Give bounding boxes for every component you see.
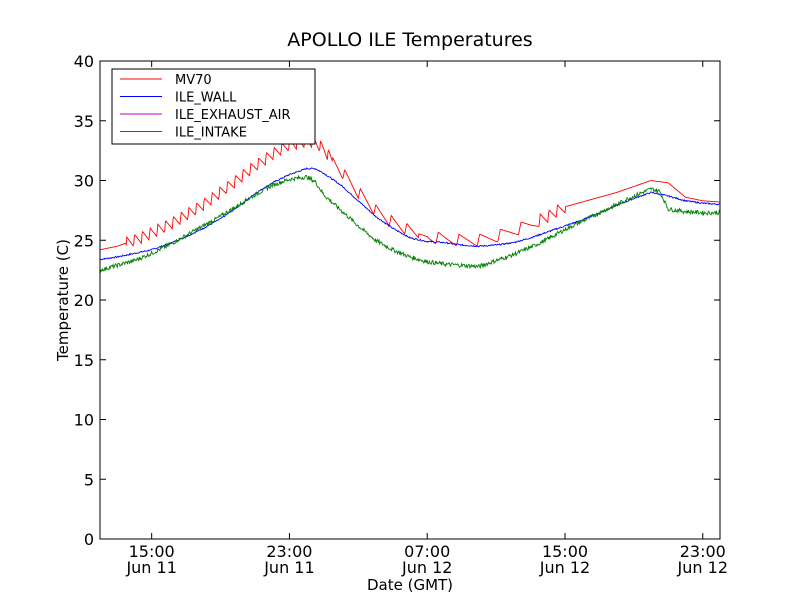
series-line-ile-wall	[99, 167, 721, 261]
y-axis-label: Temperature (C)	[54, 239, 72, 362]
y-tick-label: 30	[74, 172, 94, 191]
x-tick-label-date: Jun 12	[401, 558, 452, 577]
y-tick-label: 20	[74, 291, 94, 310]
legend-label: ILE_WALL	[175, 91, 237, 106]
x-tick-label-time: 23:00	[680, 542, 726, 561]
series-line-ile-intake	[99, 174, 721, 274]
series-layer	[99, 134, 721, 274]
y-tick-label: 35	[74, 112, 94, 131]
x-tick-label-time: 07:00	[404, 542, 450, 561]
x-tick-label-time: 15:00	[129, 542, 175, 561]
chart-title: APOLLO ILE Temperatures	[287, 29, 532, 51]
y-tick-label: 0	[84, 530, 94, 549]
x-tick-label-time: 15:00	[542, 542, 588, 561]
legend: MV70 ILE_WALL ILE_EXHAUST_AIR ILE_INTAKE	[111, 68, 316, 145]
series-line-mv70	[99, 134, 721, 251]
x-tick-label-date: Jun 11	[263, 558, 314, 577]
x-tick-label-date: Jun 12	[539, 558, 590, 577]
y-tick-label: 10	[74, 411, 94, 430]
legend-label: MV70	[175, 73, 212, 88]
legend-label: ILE_EXHAUST_AIR	[175, 108, 291, 123]
x-tick-label-date: Jun 11	[125, 558, 176, 577]
x-tick-label-time: 23:00	[266, 542, 312, 561]
legend-label: ILE_INTAKE	[175, 126, 247, 141]
x-tick-label-date: Jun 12	[677, 558, 728, 577]
y-tick-label: 15	[74, 351, 94, 370]
y-tick-label: 5	[84, 470, 94, 489]
plot-frame	[99, 60, 721, 540]
y-tick-label: 40	[74, 52, 94, 71]
y-tick-label: 25	[74, 231, 94, 250]
x-axis-label: Date (GMT)	[367, 576, 453, 594]
